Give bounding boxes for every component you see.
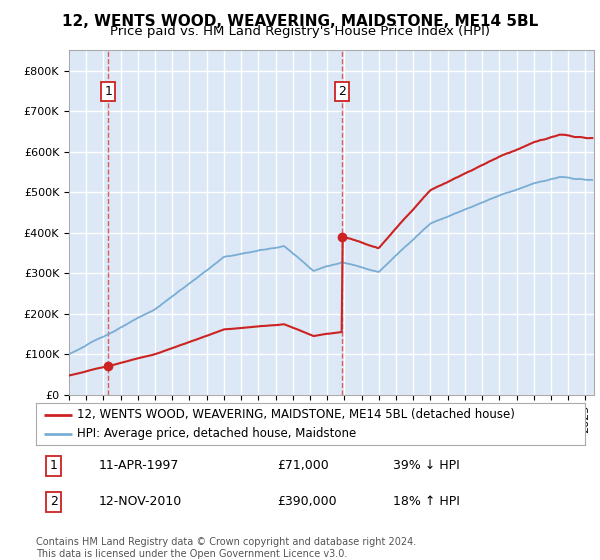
Text: 2: 2 [338,85,346,98]
Text: 11-APR-1997: 11-APR-1997 [99,459,179,472]
Text: 1: 1 [104,85,112,98]
Text: 39% ↓ HPI: 39% ↓ HPI [393,459,460,472]
Text: Price paid vs. HM Land Registry's House Price Index (HPI): Price paid vs. HM Land Registry's House … [110,25,490,38]
Text: £71,000: £71,000 [278,459,329,472]
Text: 12, WENTS WOOD, WEAVERING, MAIDSTONE, ME14 5BL (detached house): 12, WENTS WOOD, WEAVERING, MAIDSTONE, ME… [77,408,515,422]
Text: 1: 1 [50,459,58,472]
Text: Contains HM Land Registry data © Crown copyright and database right 2024.
This d: Contains HM Land Registry data © Crown c… [36,537,416,559]
Text: 12-NOV-2010: 12-NOV-2010 [99,496,182,508]
Text: 2: 2 [50,496,58,508]
Text: HPI: Average price, detached house, Maidstone: HPI: Average price, detached house, Maid… [77,427,356,440]
Text: 18% ↑ HPI: 18% ↑ HPI [393,496,460,508]
Text: £390,000: £390,000 [278,496,337,508]
Text: 12, WENTS WOOD, WEAVERING, MAIDSTONE, ME14 5BL: 12, WENTS WOOD, WEAVERING, MAIDSTONE, ME… [62,14,538,29]
